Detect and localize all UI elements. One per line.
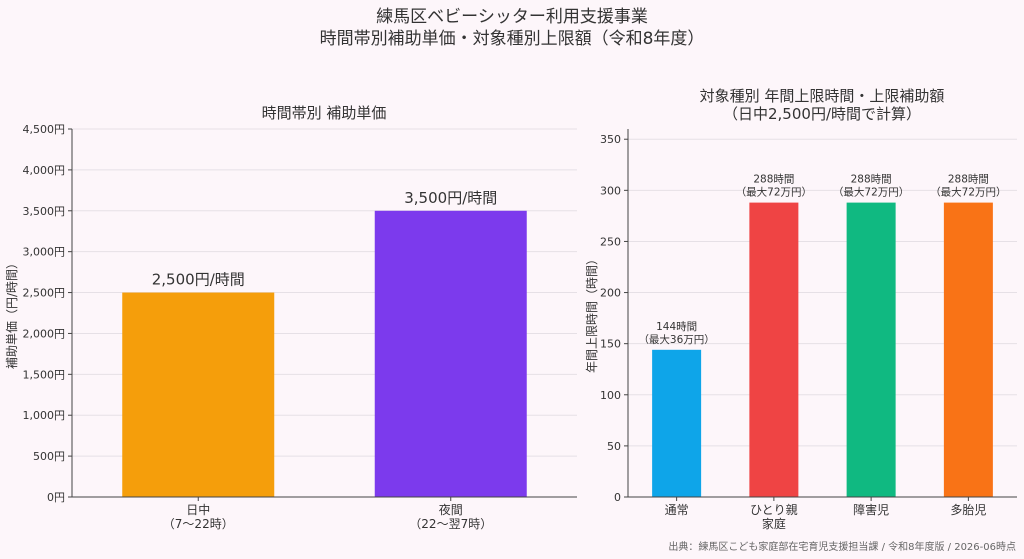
right-data-label-line2: （最大72万円）: [930, 186, 1006, 199]
left-tick-label: 4,000円: [23, 164, 66, 177]
right-y-ticks: 0 50 100 150 200 250 300 350: [600, 133, 628, 504]
right-category-label: 多胎児: [950, 503, 986, 517]
right-data-label: 288時間: [753, 174, 794, 186]
left-tick-label: 500円: [33, 450, 65, 463]
right-data-label-line2: （最大72万円）: [736, 186, 812, 199]
right-category-label-line2: 家庭: [762, 516, 786, 531]
right-tick-label: 250: [600, 235, 621, 248]
right-tick-label: 350: [600, 133, 621, 146]
right-data-label: 144時間: [656, 321, 697, 333]
left-bars: 2,500円/時間 3,500円/時間: [122, 189, 527, 497]
left-category-label-line2: （7〜22時）: [163, 517, 234, 531]
left-tick-label: 2,500円: [23, 287, 66, 300]
left-category-label: 日中: [186, 502, 210, 517]
left-data-label: 3,500円/時間: [404, 189, 497, 207]
right-data-label-line2: （最大72万円）: [833, 186, 909, 199]
left-bar: [122, 292, 275, 497]
right-bar: [652, 349, 702, 497]
right-chart-title-line2: （日中2,500円/時間で計算）: [723, 105, 921, 123]
right-tick-label: 50: [607, 440, 621, 453]
left-tick-label: 2,000円: [23, 327, 66, 340]
left-tick-label: 0円: [47, 491, 65, 504]
left-y-ticks: 0円 500円 1,000円 1,500円 2,000円 2,500円 3,000円 3,50…: [23, 123, 72, 504]
left-tick-label: 3,500円: [23, 205, 66, 218]
source-note: 出典：練馬区こども家庭部在宅育児支援担当課 / 令和8年度版 / 2026-06…: [668, 540, 1016, 553]
right-chart-title-line1: 対象種別 年間上限時間・上限補助額: [700, 87, 945, 105]
right-chart: 対象種別 年間上限時間・上限補助額 （日中2,500円/時間で計算） 144時間…: [585, 87, 1017, 531]
main-title-line1: 練馬区ベビーシッター利用支援事業: [376, 7, 648, 27]
left-tick-label: 3,000円: [23, 246, 66, 259]
right-tick-label: 300: [600, 184, 621, 197]
right-category-label: 障害児: [853, 502, 889, 517]
left-tick-label: 1,500円: [23, 368, 66, 381]
right-bars: 144時間（最大36万円）288時間（最大72万円）288時間（最大72万円）2…: [638, 174, 1007, 497]
right-bar: [749, 202, 799, 497]
left-category-label-line2: （22〜翌7時）: [409, 517, 492, 531]
right-bar: [846, 202, 896, 497]
right-tick-label: 100: [600, 389, 621, 402]
left-bar: [374, 210, 527, 497]
right-category-label: 通常: [665, 503, 689, 517]
left-category-label: 夜間: [439, 502, 463, 517]
left-chart: 時間帯別 補助単価 2,500円/時間 3,500円/時間 0円 500円 1,000…: [5, 104, 577, 531]
right-tick-label: 200: [600, 287, 621, 300]
left-y-axis-label: 補助単価（円/時間）: [5, 257, 19, 369]
right-y-axis-label: 年間上限時間（時間）: [585, 253, 599, 373]
right-category-label: ひとり親: [750, 503, 798, 517]
left-chart-title: 時間帯別 補助単価: [262, 104, 387, 122]
right-tick-label: 150: [600, 338, 621, 351]
right-data-label: 288時間: [851, 174, 892, 186]
right-data-label-line2: （最大36万円）: [638, 333, 714, 346]
main-title-line2: 時間帯別補助単価・対象種別上限額（令和8年度）: [320, 29, 705, 49]
right-bar: [943, 202, 993, 497]
left-tick-label: 1,000円: [23, 409, 66, 422]
right-tick-label: 0: [614, 491, 621, 504]
left-tick-label: 4,500円: [23, 123, 66, 136]
left-x-categories: 日中（7〜22時） 夜間（22〜翌7時）: [163, 497, 492, 531]
left-data-label: 2,500円/時間: [152, 271, 245, 289]
right-data-label: 288時間: [948, 174, 989, 186]
